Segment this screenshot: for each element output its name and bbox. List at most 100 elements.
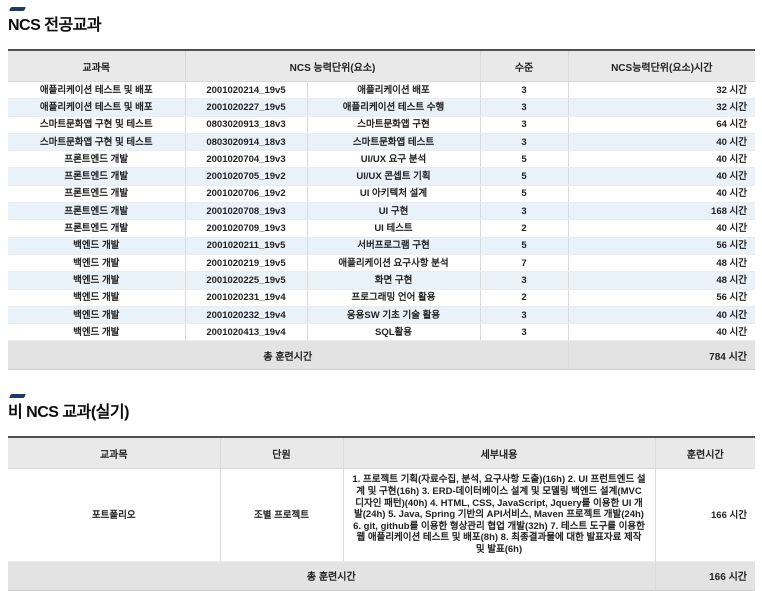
subject-cell: 스마트문화앱 구현 및 테스트 (8, 133, 185, 152)
unit-cell: 스마트문화앱 구현 (306, 116, 481, 134)
code-cell: 2001020225_19v5 (184, 271, 307, 290)
col-header-subject: 교과목 (8, 437, 220, 470)
hours-cell: 40 시간 (567, 219, 756, 238)
total-label: 총 훈련시간 (8, 560, 655, 591)
unit-cell: UI 구현 (306, 202, 481, 221)
code-cell: 2001020413_19v4 (184, 323, 307, 342)
level-cell: 3 (479, 98, 569, 117)
level-cell: 5 (479, 185, 569, 204)
col-header-unit: 단원 (219, 437, 343, 470)
code-cell: 2001020214_19v5 (184, 81, 307, 100)
level-cell: 3 (479, 81, 569, 100)
table-row: 스마트문화앱 구현 및 테스트 0803020914_18v3 스마트문화앱 테… (8, 133, 756, 152)
unit-cell: 조별 프로젝트 (219, 468, 343, 562)
code-cell: 2001020231_19v4 (184, 289, 307, 307)
code-cell: 0803020914_18v3 (184, 133, 307, 152)
level-cell: 5 (479, 237, 569, 255)
level-cell: 2 (479, 219, 569, 238)
table-row: 백엔드 개발 2001020231_19v4 프로그래밍 언어 활용 2 56 … (8, 289, 756, 307)
table-row: 백엔드 개발 2001020232_19v4 응용SW 기초 기술 활용 3 4… (8, 306, 756, 325)
table-row: 프론트엔드 개발 2001020705_19v2 UI/UX 콘셉트 기획 5 … (8, 167, 756, 186)
table-row: 애플리케이션 테스트 및 배포 2001020227_19v5 애플리케이션 테… (8, 98, 756, 117)
col-header-level: 수준 (479, 50, 569, 82)
col-header-detail: 세부내용 (342, 437, 655, 470)
code-cell: 2001020211_19v5 (184, 237, 307, 255)
subject-cell: 백엔드 개발 (8, 323, 185, 342)
hours-cell: 40 시간 (567, 167, 756, 186)
col-header-competency-unit: NCS 능력단위(요소) (184, 50, 481, 82)
subject-cell: 스마트문화앱 구현 및 테스트 (8, 116, 185, 134)
table-header-row: 교과목 단원 세부내용 훈련시간 (8, 437, 755, 470)
unit-cell: UI/UX 콘셉트 기획 (306, 167, 481, 186)
hours-cell: 56 시간 (567, 289, 756, 307)
unit-cell: 스마트문화앱 테스트 (306, 133, 481, 152)
non-ncs-course-table: 교과목 단원 세부내용 훈련시간 포트폴리오 조별 프로젝트 1. 프로젝트 기… (8, 436, 755, 591)
level-cell: 3 (479, 306, 569, 325)
ncs-course-table: 교과목 NCS 능력단위(요소) 수준 NCS능력단위(요소)시간 애플리케이션… (8, 49, 756, 371)
level-cell: 3 (479, 133, 569, 152)
col-header-unit-hours: NCS능력단위(요소)시간 (567, 50, 756, 82)
subject-cell: 백엔드 개발 (8, 289, 185, 307)
hours-cell: 56 시간 (567, 237, 756, 255)
section-non-ncs: 비 NCS 교과(실기) 교과목 단원 세부내용 훈련시간 포트폴리오 조별 프… (0, 394, 762, 591)
hours-cell: 40 시간 (567, 150, 756, 169)
code-cell: 2001020705_19v2 (184, 167, 307, 186)
section-bullet-dash-icon (9, 7, 26, 11)
hours-cell: 40 시간 (567, 133, 756, 152)
table-row: 프론트엔드 개발 2001020708_19v3 UI 구현 3 168 시간 (8, 202, 756, 221)
table-row: 프론트엔드 개발 2001020709_19v3 UI 테스트 2 40 시간 (8, 219, 756, 238)
total-hours: 166 시간 (654, 560, 755, 591)
level-cell: 5 (479, 167, 569, 186)
level-cell: 2 (479, 289, 569, 307)
code-cell: 2001020232_19v4 (184, 306, 307, 325)
unit-cell: SQL활용 (306, 323, 481, 342)
section-title: NCS 전공교과 (8, 17, 102, 34)
level-cell: 3 (479, 116, 569, 134)
hours-cell: 166 시간 (654, 468, 755, 562)
level-cell: 5 (479, 150, 569, 169)
subject-cell: 애플리케이션 테스트 및 배포 (8, 98, 185, 117)
hours-cell: 48 시간 (567, 271, 756, 290)
col-header-hours: 훈련시간 (654, 437, 755, 470)
unit-cell: 애플리케이션 테스트 수행 (306, 98, 481, 117)
detail-cell: 1. 프로젝트 기획(자료수집, 분석, 요구사항 도출)(16h) 2. UI… (342, 468, 655, 562)
code-cell: 0803020913_18v3 (184, 116, 307, 134)
hours-cell: 32 시간 (567, 98, 756, 117)
table-row: 스마트문화앱 구현 및 테스트 0803020913_18v3 스마트문화앱 구… (8, 116, 756, 134)
subject-cell: 애플리케이션 테스트 및 배포 (8, 81, 185, 100)
subject-cell: 프론트엔드 개발 (8, 219, 185, 238)
subject-cell: 백엔드 개발 (8, 254, 185, 273)
table-row: 프론트엔드 개발 2001020706_19v2 UI 아키텍처 설계 5 40… (8, 185, 756, 204)
table-row: 백엔드 개발 2001020211_19v5 서버프로그램 구현 5 56 시간 (8, 237, 756, 255)
table-footer-row: 총 훈련시간 784 시간 (8, 340, 756, 371)
table-row: 프론트엔드 개발 2001020704_19v3 UI/UX 요구 분석 5 4… (8, 150, 756, 169)
unit-cell: UI 테스트 (306, 219, 481, 238)
table-row: 백엔드 개발 2001020219_19v5 애플리케이션 요구사항 분석 7 … (8, 254, 756, 273)
subject-cell: 프론트엔드 개발 (8, 202, 185, 221)
table-row: 백엔드 개발 2001020225_19v5 화면 구현 3 48 시간 (8, 271, 756, 290)
code-cell: 2001020227_19v5 (184, 98, 307, 117)
code-cell: 2001020708_19v3 (184, 202, 307, 221)
subject-cell: 프론트엔드 개발 (8, 167, 185, 186)
hours-cell: 40 시간 (567, 306, 756, 325)
level-cell: 3 (479, 202, 569, 221)
table-row: 포트폴리오 조별 프로젝트 1. 프로젝트 기획(자료수집, 분석, 요구사항 … (8, 468, 755, 562)
hours-cell: 168 시간 (567, 202, 756, 221)
subject-cell: 포트폴리오 (8, 468, 220, 562)
hours-cell: 32 시간 (567, 81, 756, 100)
hours-cell: 40 시간 (567, 323, 756, 342)
unit-cell: 응용SW 기초 기술 활용 (306, 306, 481, 325)
section-title: 비 NCS 교과(실기) (8, 404, 129, 422)
subject-cell: 프론트엔드 개발 (8, 150, 185, 169)
total-hours: 784 시간 (567, 340, 756, 371)
code-cell: 2001020219_19v5 (184, 254, 307, 273)
unit-cell: 서버프로그램 구현 (306, 237, 481, 255)
code-cell: 2001020706_19v2 (184, 185, 307, 204)
table-header-row: 교과목 NCS 능력단위(요소) 수준 NCS능력단위(요소)시간 (8, 50, 756, 82)
subject-cell: 백엔드 개발 (8, 306, 185, 325)
table-row: 애플리케이션 테스트 및 배포 2001020214_19v5 애플리케이션 배… (8, 81, 756, 100)
hours-cell: 48 시간 (567, 254, 756, 273)
total-label: 총 훈련시간 (8, 340, 569, 371)
code-cell: 2001020704_19v3 (184, 150, 307, 169)
section-bullet-dash-icon (9, 394, 26, 399)
